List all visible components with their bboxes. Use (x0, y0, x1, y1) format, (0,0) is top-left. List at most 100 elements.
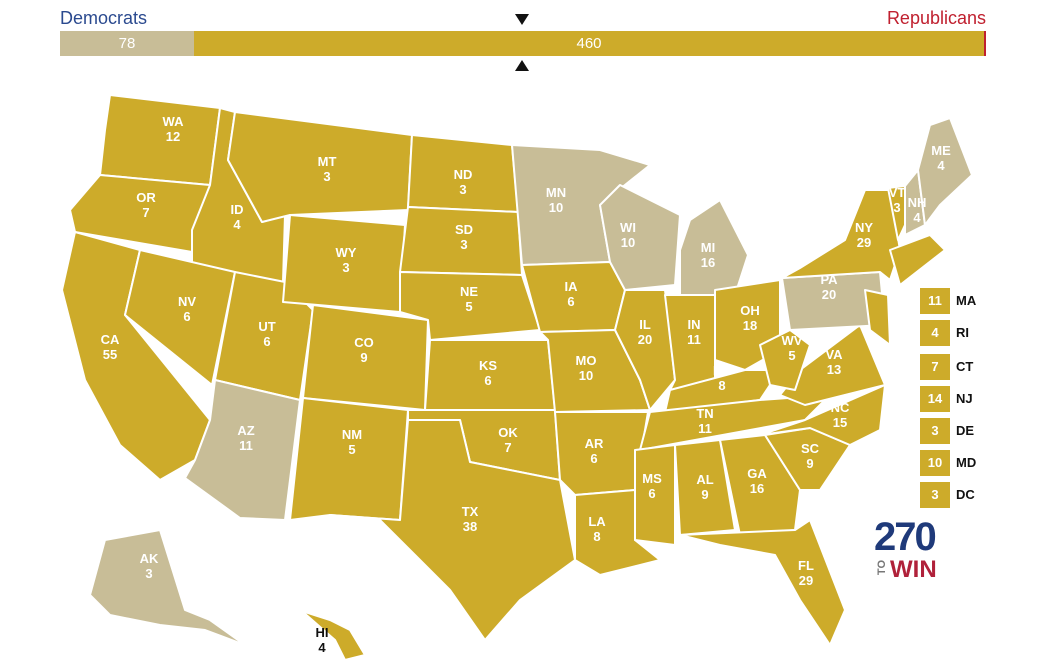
state-abbr-or: OR (136, 190, 156, 205)
small-state-ri[interactable]: 4 RI (920, 320, 1020, 346)
state-ev-nh: 4 (913, 210, 921, 225)
state-abbr-mo: MO (576, 353, 597, 368)
state-va[interactable] (779, 324, 886, 406)
state-hi[interactable] (294, 604, 366, 661)
state-wv[interactable] (759, 329, 811, 391)
state-abbr-tx: TX (462, 504, 479, 519)
state-ev-ut: 6 (263, 334, 270, 349)
small-state-ev[interactable]: 10 (920, 450, 950, 476)
state-ut[interactable] (214, 271, 314, 401)
state-ev-ks: 6 (484, 373, 491, 388)
state-ev-in: 11 (687, 332, 701, 347)
state-ev-wv: 5 (788, 348, 795, 363)
state-ev-pa: 20 (822, 287, 836, 302)
rep-tally-segment: 460 (194, 31, 984, 56)
state-al[interactable] (674, 439, 736, 536)
state-nm[interactable] (289, 397, 409, 521)
state-abbr-wa: WA (163, 114, 185, 129)
state-abbr-vt: VT (889, 185, 906, 200)
state-ev-ne: 5 (465, 299, 472, 314)
state-ev-ca: 55 (103, 347, 117, 362)
state-ev-ny: 29 (857, 235, 871, 250)
state-ev-me: 4 (937, 158, 945, 173)
state-abbr-nv: NV (178, 294, 196, 309)
small-state-ma[interactable]: 11 MA (920, 288, 1020, 314)
state-abbr-la: LA (588, 514, 606, 529)
state-ev-nm: 5 (348, 442, 355, 457)
state-abbr-wv: WV (782, 333, 803, 348)
state-ev-va: 13 (827, 362, 841, 377)
state-ev-or: 7 (142, 205, 149, 220)
state-ev-al: 9 (701, 487, 708, 502)
state-ev-fl: 29 (799, 573, 813, 588)
small-state-abbr: DE (956, 423, 975, 438)
small-state-ev[interactable]: 11 (920, 288, 950, 314)
state-abbr-ms: MS (642, 471, 662, 486)
state-ev-ak: 3 (145, 566, 152, 581)
state-ev-vt: 3 (893, 200, 900, 215)
state-ne-coast[interactable] (889, 234, 946, 286)
state-abbr-ky: KY (713, 363, 731, 378)
state-wa[interactable] (99, 94, 221, 186)
state-ev-sd: 3 (460, 237, 467, 252)
state-ev-ky: 8 (718, 378, 725, 393)
state-tn[interactable] (639, 394, 831, 451)
small-state-ev[interactable]: 3 (920, 482, 950, 508)
small-state-nj[interactable]: 14 NJ (920, 386, 1020, 412)
small-state-dc[interactable]: 3 DC (920, 482, 1020, 508)
state-az[interactable] (184, 379, 301, 521)
state-ev-ms: 6 (648, 486, 655, 501)
state-abbr-wy: WY (336, 245, 357, 260)
state-ev-wi: 10 (621, 235, 635, 250)
majority-marker-top-icon (515, 14, 529, 25)
state-ev-la: 8 (593, 529, 600, 544)
270towin-logo: 270 TO WIN (874, 516, 944, 586)
state-ev-oh: 18 (743, 318, 757, 333)
state-abbr-mn: MN (546, 185, 566, 200)
state-tx[interactable] (329, 419, 576, 641)
state-abbr-ut: UT (258, 319, 275, 334)
state-ev-nc: 15 (833, 415, 847, 430)
state-abbr-in: IN (688, 317, 701, 332)
state-abbr-oh: OH (740, 303, 760, 318)
state-ev-id: 4 (233, 217, 241, 232)
state-abbr-ga: GA (747, 466, 767, 481)
state-ev-ia: 6 (567, 294, 574, 309)
state-abbr-ok: OK (498, 425, 518, 440)
state-abbr-mi: MI (701, 240, 715, 255)
state-ev-ga: 16 (750, 481, 764, 496)
state-ev-hi: 4 (318, 640, 326, 655)
state-ak[interactable] (89, 529, 246, 646)
small-state-ev[interactable]: 14 (920, 386, 950, 412)
small-state-abbr: DC (956, 487, 975, 502)
state-wi[interactable] (599, 184, 681, 291)
state-me[interactable] (917, 117, 973, 226)
state-abbr-nh: NH (908, 195, 927, 210)
state-nv[interactable] (124, 249, 236, 386)
state-ny[interactable] (781, 189, 901, 281)
state-or[interactable] (69, 174, 211, 253)
state-abbr-az: AZ (237, 423, 254, 438)
state-ev-mt: 3 (323, 169, 330, 184)
small-state-de[interactable]: 3 DE (920, 418, 1020, 444)
small-state-ev[interactable]: 3 (920, 418, 950, 444)
dem-tally-segment: 78 (60, 31, 194, 56)
small-state-md[interactable]: 10 MD (920, 450, 1020, 476)
small-state-abbr: NJ (956, 391, 973, 406)
state-ms[interactable] (634, 444, 676, 546)
state-abbr-tn: TN (696, 406, 713, 421)
rep-bar-edge (984, 31, 986, 56)
state-abbr-mt: MT (318, 154, 337, 169)
democrats-label: Democrats (60, 8, 148, 28)
small-state-ct[interactable]: 7 CT (920, 354, 1020, 380)
state-midatl[interactable] (864, 289, 891, 346)
state-ev-az: 11 (239, 438, 253, 453)
state-ev-sc: 9 (806, 456, 813, 471)
small-state-ev[interactable]: 7 (920, 354, 950, 380)
state-fl[interactable] (679, 519, 846, 646)
state-ev-tx: 38 (463, 519, 477, 534)
state-il[interactable] (614, 289, 676, 411)
small-state-ev[interactable]: 4 (920, 320, 950, 346)
small-state-abbr: MD (956, 455, 977, 470)
